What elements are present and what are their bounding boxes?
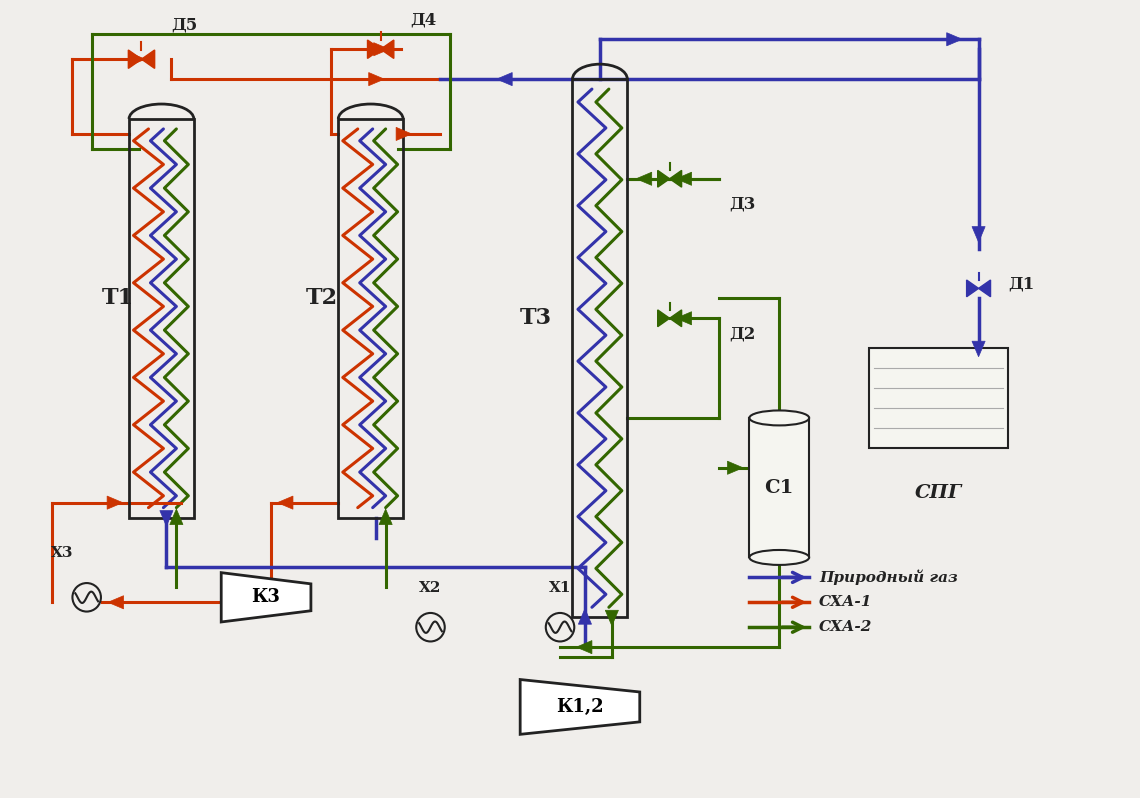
Polygon shape bbox=[520, 680, 640, 734]
Bar bbox=[339, 119, 404, 518]
Polygon shape bbox=[380, 509, 392, 524]
Text: Т3: Т3 bbox=[520, 307, 552, 330]
Bar bbox=[869, 348, 1009, 448]
Text: С1: С1 bbox=[765, 479, 793, 496]
Text: Д2: Д2 bbox=[730, 326, 756, 342]
Polygon shape bbox=[605, 610, 618, 626]
Polygon shape bbox=[107, 496, 123, 509]
Text: Д1: Д1 bbox=[1009, 275, 1035, 292]
Text: Т2: Т2 bbox=[306, 287, 339, 310]
Text: Природный газ: Природный газ bbox=[820, 570, 958, 585]
Polygon shape bbox=[578, 609, 592, 624]
Polygon shape bbox=[972, 227, 985, 242]
Polygon shape bbox=[141, 50, 155, 69]
Polygon shape bbox=[577, 641, 592, 654]
Polygon shape bbox=[978, 280, 991, 297]
Text: Д5: Д5 bbox=[171, 16, 197, 34]
Polygon shape bbox=[676, 312, 692, 325]
Polygon shape bbox=[367, 40, 381, 58]
Polygon shape bbox=[396, 128, 412, 140]
Text: Т1: Т1 bbox=[101, 287, 133, 310]
Polygon shape bbox=[669, 171, 682, 188]
Text: К1,2: К1,2 bbox=[556, 698, 604, 716]
Text: Х3: Х3 bbox=[50, 547, 73, 560]
Polygon shape bbox=[946, 33, 962, 45]
Polygon shape bbox=[497, 73, 512, 85]
Polygon shape bbox=[967, 280, 978, 297]
Polygon shape bbox=[368, 73, 384, 85]
Polygon shape bbox=[381, 40, 393, 58]
Polygon shape bbox=[108, 596, 123, 609]
Polygon shape bbox=[669, 310, 682, 326]
Bar bbox=[749, 418, 809, 558]
Text: Х2: Х2 bbox=[420, 581, 441, 595]
Polygon shape bbox=[130, 53, 145, 65]
Polygon shape bbox=[676, 172, 692, 185]
Polygon shape bbox=[727, 461, 743, 474]
Polygon shape bbox=[658, 171, 669, 188]
Text: Х1: Х1 bbox=[548, 581, 571, 595]
Bar bbox=[129, 119, 194, 518]
Text: СХА-2: СХА-2 bbox=[820, 620, 872, 634]
Polygon shape bbox=[170, 509, 182, 524]
Text: К3: К3 bbox=[252, 588, 280, 606]
Text: Д4: Д4 bbox=[410, 11, 437, 28]
Ellipse shape bbox=[749, 410, 809, 425]
Polygon shape bbox=[277, 496, 293, 509]
Text: СХА-1: СХА-1 bbox=[820, 595, 872, 610]
Polygon shape bbox=[129, 50, 141, 69]
Polygon shape bbox=[374, 42, 389, 56]
Text: Д3: Д3 bbox=[730, 196, 756, 212]
Polygon shape bbox=[658, 310, 669, 326]
Ellipse shape bbox=[749, 550, 809, 565]
Text: СПГ: СПГ bbox=[915, 484, 962, 502]
Bar bbox=[572, 79, 627, 617]
Polygon shape bbox=[972, 342, 985, 357]
Polygon shape bbox=[636, 172, 652, 185]
Polygon shape bbox=[160, 511, 173, 526]
Polygon shape bbox=[221, 573, 311, 622]
